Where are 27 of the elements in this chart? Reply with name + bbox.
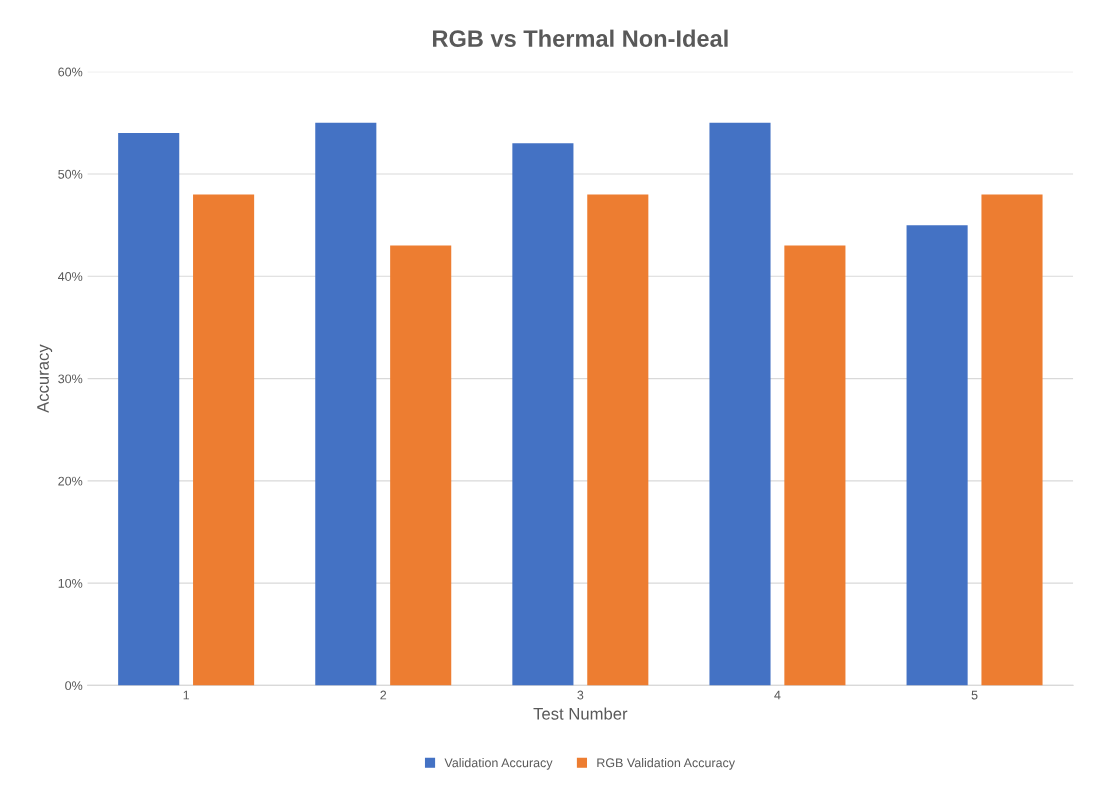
bar (981, 194, 1043, 686)
bar (512, 143, 574, 686)
bar (587, 194, 649, 686)
bar (315, 122, 377, 686)
y-tick-label: 50% (58, 169, 83, 179)
y-tick-label: 40% (58, 272, 83, 281)
y-tick-label: 20% (58, 476, 83, 486)
x-axis-title: Test Number (533, 707, 628, 720)
bar (193, 194, 255, 686)
x-tick-label: 3 (577, 690, 584, 700)
bar (784, 245, 846, 686)
y-tick-label: 30% (58, 374, 83, 384)
x-tick-label: 1 (183, 690, 190, 700)
x-tick-label: 5 (971, 690, 978, 700)
legend-label: Validation Accuracy (444, 758, 553, 770)
x-tick-label: 2 (380, 690, 387, 700)
y-tick-label: 60% (58, 67, 83, 77)
bar (906, 225, 968, 686)
bar (390, 245, 452, 686)
legend-label: RGB Validation Accuracy (597, 758, 736, 770)
x-tick-label: 4 (774, 690, 781, 700)
y-tick-label: 10% (58, 578, 83, 588)
y-tick-label: 0% (65, 681, 83, 691)
bar (118, 133, 180, 686)
y-axis-title: Accuracy (37, 344, 53, 413)
chart-title: RGB vs Thermal Non-Ideal (433, 29, 728, 47)
bar (709, 122, 771, 686)
